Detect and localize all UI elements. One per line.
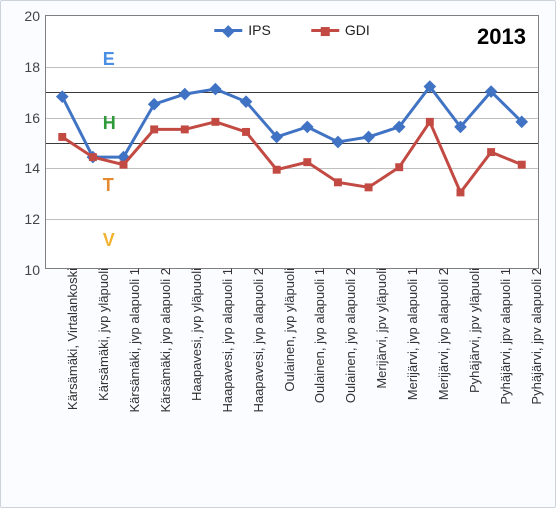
legend-swatch-marker — [222, 25, 235, 38]
x-tick-label: Haapavesi, jvp yläpuoli — [185, 268, 204, 401]
class-label: E — [103, 49, 115, 70]
marker-GDI — [334, 178, 342, 186]
legend-entry: GDI — [311, 22, 370, 38]
marker-GDI — [89, 153, 97, 161]
marker-GDI — [518, 161, 526, 169]
x-tick-label: Haapavesi, jvp alapuoli 1 — [216, 268, 235, 413]
marker-GDI — [242, 128, 250, 136]
y-tick-label: 12 — [24, 211, 46, 227]
marker-IPS — [56, 90, 69, 103]
y-tick-label: 16 — [24, 110, 46, 126]
marker-GDI — [457, 188, 465, 196]
y-tick-label: 10 — [24, 262, 46, 278]
x-tick-label: Kärsämäki, jvp yläpuoli — [92, 268, 111, 401]
legend-label: IPS — [248, 22, 271, 38]
x-tick-label: Haapavesi, jvp alapuoli 2 — [247, 268, 266, 413]
marker-GDI — [120, 161, 128, 169]
marker-GDI — [150, 125, 158, 133]
marker-IPS — [301, 121, 314, 134]
marker-GDI — [303, 158, 311, 166]
class-label: H — [103, 113, 116, 134]
class-label: T — [103, 175, 114, 196]
x-tick-label: Pyhäjärvi, jpv yläpuoli — [463, 268, 482, 393]
y-tick-label: 14 — [24, 160, 46, 176]
legend-entry: IPS — [214, 22, 271, 38]
marker-IPS — [148, 98, 161, 111]
y-tick-label: 18 — [24, 59, 46, 75]
marker-GDI — [58, 133, 66, 141]
marker-GDI — [487, 148, 495, 156]
marker-IPS — [178, 88, 191, 101]
legend-swatch-marker — [320, 27, 329, 36]
x-tick-label: Kärsämäki, jvp alapuoli 1 — [123, 268, 142, 413]
marker-IPS — [362, 131, 375, 144]
x-tick-label: Merijärvi, jvp alapuoli 1 — [401, 268, 420, 400]
chart-frame: 2013 IPS GDI 10 12 14 16 18 20 Kärsämäki, Virta… — [0, 0, 556, 508]
marker-IPS — [209, 83, 222, 96]
legend: IPS GDI — [214, 22, 369, 38]
legend-swatch-line — [214, 29, 242, 32]
x-tick-label: Merijärvi, jvp alapuoli 2 — [432, 268, 451, 400]
class-label: V — [103, 230, 115, 251]
x-tick-label: Pyhäjärvi, jpv alapuoli 1 — [494, 268, 513, 405]
x-tick-label: Kärsämäki, jvp alapuoli 2 — [154, 268, 173, 413]
legend-label: GDI — [345, 22, 370, 38]
legend-swatch-line — [311, 29, 339, 32]
x-tick-label: Pyhäjärvi, jpv alapuoli 2 — [525, 268, 544, 405]
marker-GDI — [365, 183, 373, 191]
marker-GDI — [211, 118, 219, 126]
marker-GDI — [426, 118, 434, 126]
x-tick-label: Merijärvi, jpv yläpuoli — [370, 268, 389, 389]
x-tick-label: Oulainen, jvp yläpuoli — [278, 268, 297, 392]
series-line-IPS — [62, 87, 521, 158]
marker-IPS — [332, 136, 345, 149]
marker-GDI — [273, 166, 281, 174]
year-label: 2013 — [477, 24, 526, 50]
marker-GDI — [395, 163, 403, 171]
y-tick-label: 20 — [24, 8, 46, 24]
x-tick-label: Kärsämäki, Virtalankoski — [61, 268, 80, 410]
x-tick-label: Oulainen, jvp alapuoli 1 — [308, 268, 327, 403]
marker-GDI — [181, 125, 189, 133]
series-svg — [46, 16, 538, 268]
x-tick-label: Oulainen, jvp alapuoli 2 — [339, 268, 358, 403]
plot-area: 2013 IPSGDI 101214161820Kärsämäki, Virta… — [45, 15, 539, 269]
